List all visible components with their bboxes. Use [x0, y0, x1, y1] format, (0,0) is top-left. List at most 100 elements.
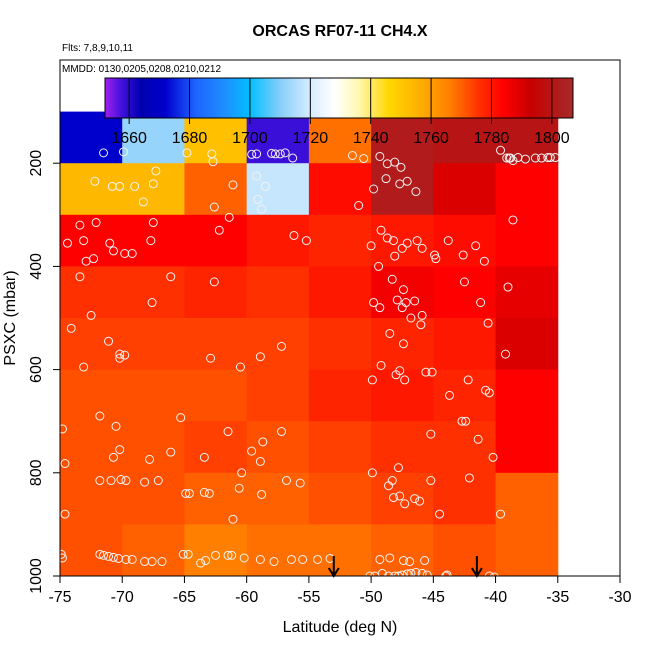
data-point: [178, 549, 188, 559]
data-point: [367, 468, 377, 478]
y-axis-label: PSXC (mbar): [2, 270, 19, 365]
y-tick-label: 200: [28, 150, 45, 177]
data-point: [397, 243, 407, 253]
data-point: [508, 215, 518, 225]
heatmap-cell: [122, 318, 185, 371]
data-point: [90, 176, 100, 186]
data-point: [376, 225, 386, 235]
data-point: [79, 236, 89, 246]
data-point: [416, 320, 426, 330]
data-point: [86, 310, 96, 320]
data-point: [224, 212, 234, 222]
x-axis-label: Latitude (deg N): [283, 619, 398, 636]
data-point: [354, 201, 364, 211]
data-point: [430, 250, 440, 260]
data-point: [116, 475, 126, 485]
data-point: [405, 557, 415, 567]
heatmap-cells: [60, 111, 559, 576]
data-point: [104, 336, 114, 346]
heatmap-cell: [495, 318, 559, 371]
x-tick-label: -55: [297, 589, 320, 606]
heatmap-cell: [433, 318, 497, 371]
data-point: [384, 571, 394, 576]
data-point: [417, 243, 427, 253]
data-point: [369, 298, 379, 308]
heatmap-cell: [246, 163, 310, 216]
data-point: [496, 145, 506, 155]
data-point: [60, 509, 70, 519]
data-point: [255, 554, 265, 564]
y-tick-label: 1000: [28, 558, 45, 594]
data-point: [60, 553, 67, 563]
y-tick-label: 800: [28, 459, 45, 486]
data-point: [537, 153, 547, 163]
data-point: [228, 180, 238, 190]
flights-label: Flts: 7,8,9,10,11: [62, 43, 133, 54]
data-point: [127, 554, 137, 564]
heatmap-cell: [184, 266, 248, 319]
data-point: [109, 552, 119, 562]
heatmap-cell: [433, 111, 497, 164]
heatmap-cell: [246, 524, 310, 576]
heatmap-cell: [122, 472, 185, 525]
data-point: [99, 148, 109, 158]
data-point: [118, 147, 128, 157]
data-point: [463, 375, 473, 385]
data-point: [301, 236, 311, 246]
heatmap-cell: [433, 524, 497, 576]
x-tick-label: -40: [484, 589, 507, 606]
data-point: [99, 550, 109, 560]
data-point: [392, 295, 402, 305]
data-point: [393, 463, 403, 473]
heatmap-cell: [308, 524, 372, 576]
data-point: [459, 277, 469, 287]
data-point: [235, 362, 245, 372]
data-point: [121, 476, 131, 486]
heatmap-cell: [184, 369, 248, 422]
colorbar-tick-label: 1700: [232, 130, 268, 147]
arrow-head: [471, 567, 483, 578]
heatmap-cell: [371, 266, 434, 319]
data-point: [295, 478, 305, 488]
data-point: [400, 499, 410, 509]
heatmap-cell: [495, 524, 559, 576]
data-point: [211, 550, 221, 560]
data-point: [60, 459, 70, 469]
data-point: [75, 220, 85, 230]
data-point: [402, 569, 412, 576]
x-tick-label: -45: [422, 589, 445, 606]
data-point: [166, 447, 176, 457]
dates-label: MMDD: 0130,0205,0208,0210,0212: [62, 64, 221, 75]
heatmap-cell: [371, 524, 434, 576]
data-point: [105, 238, 115, 248]
data-point: [106, 476, 116, 486]
data-point: [550, 153, 560, 163]
heatmap-cell: [246, 266, 310, 319]
data-point: [479, 256, 489, 266]
heatmap-cell: [122, 111, 185, 164]
data-point: [206, 353, 216, 363]
heatmap-cell: [122, 421, 185, 474]
data-point: [443, 236, 453, 246]
data-point: [252, 149, 262, 159]
data-point: [95, 476, 105, 486]
data-point: [367, 375, 377, 385]
data-point: [75, 272, 85, 282]
data-point: [60, 424, 67, 434]
data-point: [115, 349, 125, 359]
data-point: [375, 303, 385, 313]
data-point: [79, 362, 89, 372]
data-point: [280, 148, 290, 158]
heatmap-cell: [122, 266, 185, 319]
data-point: [228, 514, 238, 524]
data-point: [410, 494, 420, 504]
data-point: [406, 313, 416, 323]
data-point: [545, 153, 555, 163]
data-point: [488, 452, 498, 462]
heatmap-cell: [246, 111, 310, 164]
chart-title: ORCAS RF07-11 CH4.X: [252, 23, 427, 40]
data-point: [476, 298, 486, 308]
data-point: [237, 468, 247, 478]
data-point: [402, 238, 412, 248]
x-tick-label: -50: [360, 589, 383, 606]
